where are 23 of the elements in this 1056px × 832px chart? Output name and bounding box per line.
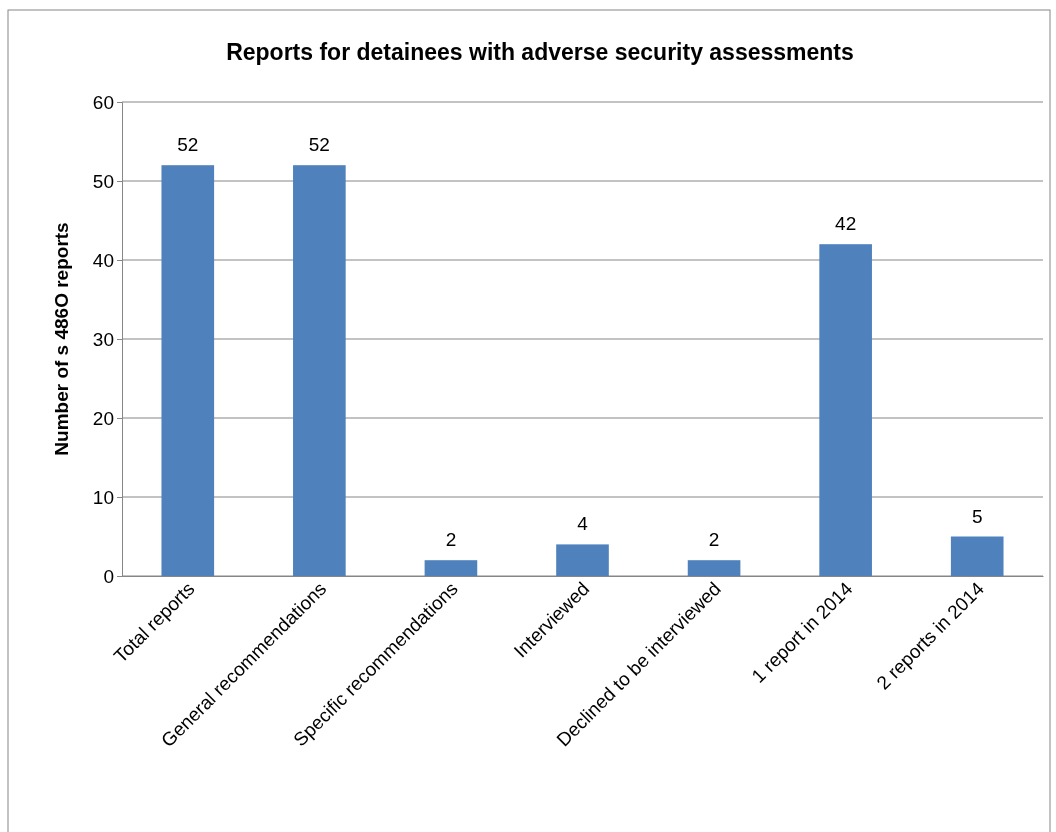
y-tick-label: 20 <box>92 407 114 429</box>
bar <box>293 165 346 576</box>
y-tick-label: 30 <box>92 328 114 350</box>
bar <box>687 560 741 576</box>
bar <box>950 536 1004 576</box>
bar <box>556 544 609 576</box>
y-tick-label: 60 <box>92 91 114 113</box>
bar <box>161 165 215 576</box>
chart-title: Reports for detainees with adverse security assessments <box>226 39 854 65</box>
y-tick-label: 0 <box>103 565 114 587</box>
bar <box>819 244 872 576</box>
bar <box>424 560 478 576</box>
data-label: 52 <box>308 134 330 156</box>
data-label: 2 <box>708 529 720 551</box>
data-label: 52 <box>177 134 199 156</box>
data-label: 42 <box>835 213 857 235</box>
y-tick-label: 50 <box>92 170 114 192</box>
y-tick-label: 10 <box>92 486 114 508</box>
data-label: 5 <box>971 505 983 527</box>
data-label: 4 <box>577 513 589 535</box>
data-label: 2 <box>445 529 457 551</box>
y-tick-label: 40 <box>92 249 114 271</box>
y-axis-title: Number of s 486O reports <box>51 222 72 456</box>
